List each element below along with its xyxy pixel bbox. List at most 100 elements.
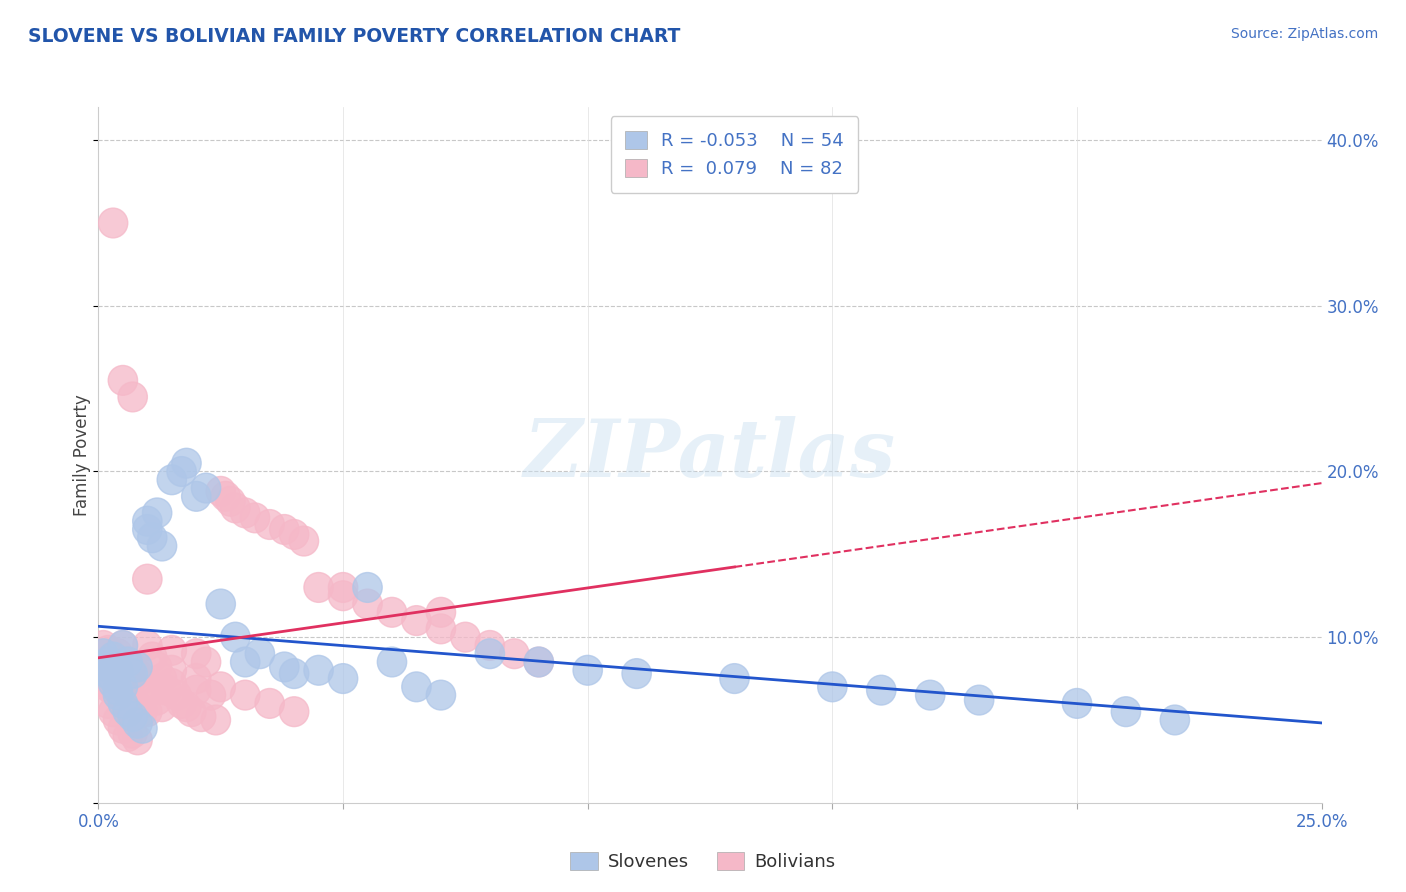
Y-axis label: Family Poverty: Family Poverty — [73, 394, 91, 516]
Ellipse shape — [157, 465, 187, 495]
Ellipse shape — [103, 681, 132, 710]
Ellipse shape — [177, 697, 207, 727]
Ellipse shape — [172, 692, 201, 722]
Ellipse shape — [329, 581, 357, 611]
Ellipse shape — [98, 642, 128, 672]
Ellipse shape — [181, 675, 211, 705]
Ellipse shape — [217, 486, 245, 516]
Ellipse shape — [94, 689, 122, 718]
Ellipse shape — [108, 631, 138, 660]
Ellipse shape — [98, 664, 128, 693]
Ellipse shape — [118, 685, 148, 715]
Text: ZIPatlas: ZIPatlas — [524, 417, 896, 493]
Ellipse shape — [402, 672, 432, 702]
Ellipse shape — [103, 639, 132, 669]
Ellipse shape — [181, 664, 211, 693]
Ellipse shape — [221, 493, 250, 523]
Ellipse shape — [89, 631, 118, 660]
Ellipse shape — [98, 675, 128, 705]
Ellipse shape — [475, 631, 505, 660]
Ellipse shape — [167, 457, 197, 486]
Ellipse shape — [172, 449, 201, 478]
Ellipse shape — [201, 705, 231, 735]
Ellipse shape — [103, 656, 132, 685]
Ellipse shape — [108, 664, 138, 693]
Ellipse shape — [112, 722, 142, 751]
Ellipse shape — [426, 614, 456, 644]
Ellipse shape — [94, 672, 122, 702]
Ellipse shape — [524, 647, 554, 677]
Ellipse shape — [270, 652, 299, 681]
Ellipse shape — [132, 565, 162, 594]
Ellipse shape — [148, 664, 177, 693]
Ellipse shape — [132, 669, 162, 698]
Ellipse shape — [94, 656, 122, 685]
Ellipse shape — [122, 658, 152, 689]
Ellipse shape — [122, 708, 152, 739]
Ellipse shape — [621, 658, 651, 689]
Ellipse shape — [118, 718, 148, 748]
Ellipse shape — [377, 647, 406, 677]
Ellipse shape — [122, 725, 152, 755]
Ellipse shape — [270, 515, 299, 544]
Ellipse shape — [211, 482, 240, 511]
Ellipse shape — [132, 507, 162, 536]
Ellipse shape — [221, 623, 250, 652]
Ellipse shape — [94, 635, 122, 665]
Ellipse shape — [108, 672, 138, 702]
Ellipse shape — [98, 697, 128, 727]
Ellipse shape — [254, 509, 284, 540]
Ellipse shape — [157, 635, 187, 665]
Ellipse shape — [94, 647, 122, 677]
Ellipse shape — [162, 681, 191, 710]
Ellipse shape — [108, 689, 138, 718]
Ellipse shape — [187, 702, 217, 731]
Ellipse shape — [152, 675, 181, 705]
Ellipse shape — [89, 639, 118, 669]
Ellipse shape — [240, 503, 270, 533]
Ellipse shape — [451, 623, 479, 652]
Ellipse shape — [112, 681, 142, 710]
Ellipse shape — [94, 652, 122, 681]
Ellipse shape — [524, 647, 554, 677]
Ellipse shape — [118, 382, 148, 412]
Ellipse shape — [98, 669, 128, 698]
Ellipse shape — [574, 656, 602, 685]
Ellipse shape — [304, 656, 333, 685]
Ellipse shape — [132, 515, 162, 544]
Ellipse shape — [167, 689, 197, 718]
Ellipse shape — [197, 681, 225, 710]
Ellipse shape — [231, 498, 260, 528]
Ellipse shape — [128, 714, 157, 743]
Ellipse shape — [138, 642, 167, 672]
Ellipse shape — [122, 692, 152, 722]
Ellipse shape — [231, 681, 260, 710]
Ellipse shape — [103, 705, 132, 735]
Ellipse shape — [98, 208, 128, 238]
Ellipse shape — [148, 692, 177, 722]
Ellipse shape — [128, 697, 157, 727]
Ellipse shape — [98, 642, 128, 672]
Ellipse shape — [353, 589, 382, 619]
Ellipse shape — [720, 664, 749, 693]
Ellipse shape — [1063, 689, 1091, 718]
Text: SLOVENE VS BOLIVIAN FAMILY POVERTY CORRELATION CHART: SLOVENE VS BOLIVIAN FAMILY POVERTY CORRE… — [28, 27, 681, 45]
Ellipse shape — [866, 675, 896, 705]
Ellipse shape — [231, 647, 260, 677]
Ellipse shape — [426, 598, 456, 627]
Ellipse shape — [181, 639, 211, 669]
Ellipse shape — [329, 664, 357, 693]
Ellipse shape — [98, 658, 128, 689]
Ellipse shape — [475, 639, 505, 669]
Ellipse shape — [426, 681, 456, 710]
Ellipse shape — [280, 519, 309, 549]
Ellipse shape — [138, 675, 167, 705]
Ellipse shape — [118, 702, 148, 731]
Ellipse shape — [89, 647, 118, 677]
Ellipse shape — [138, 523, 167, 553]
Ellipse shape — [132, 631, 162, 660]
Ellipse shape — [142, 498, 172, 528]
Ellipse shape — [118, 658, 148, 689]
Text: Source: ZipAtlas.com: Source: ZipAtlas.com — [1230, 27, 1378, 41]
Legend: Slovenes, Bolivians: Slovenes, Bolivians — [564, 845, 842, 879]
